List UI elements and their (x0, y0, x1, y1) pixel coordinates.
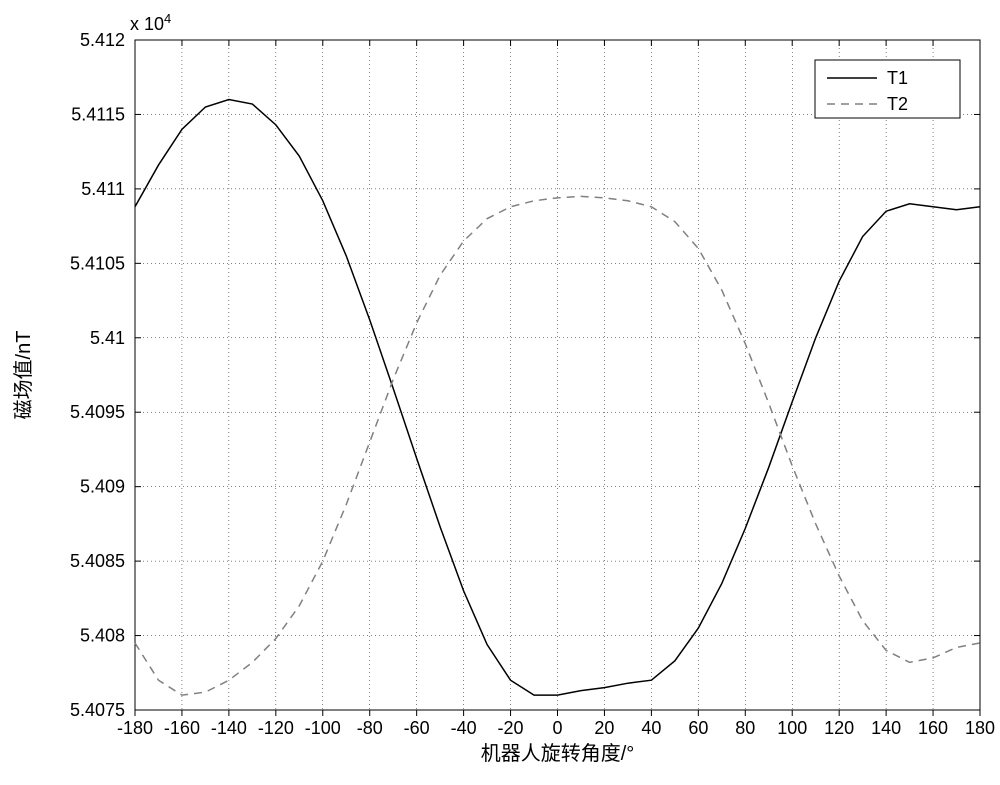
x-tick-label: -40 (451, 718, 477, 738)
y-tick-label: 5.4105 (70, 253, 125, 273)
y-tick-label: 5.4115 (71, 104, 125, 124)
y-tick-label: 5.41 (90, 328, 125, 348)
y-tick-label: 5.4095 (70, 402, 125, 422)
x-tick-label: 100 (777, 718, 807, 738)
y-tick-label: 5.4085 (70, 551, 125, 571)
y-exponent: x 104 (130, 11, 171, 35)
x-tick-label: -140 (211, 718, 247, 738)
x-tick-label: -60 (404, 718, 430, 738)
x-tick-label: 140 (871, 718, 901, 738)
y-axis-label: 磁场值/nT (12, 331, 35, 420)
y-tick-label: 5.4075 (70, 700, 125, 720)
x-tick-label: -120 (258, 718, 294, 738)
line-chart: -180 -160 -140 -120 -100 -80 -60 -40 -20 0 20 40 60 8… (0, 0, 1000, 785)
y-tick-label: 5.408 (80, 626, 125, 646)
x-tick-label: -100 (305, 718, 341, 738)
x-tick-label: 20 (594, 718, 614, 738)
x-tick-label: 160 (918, 718, 948, 738)
x-tick-label: -20 (498, 718, 524, 738)
x-axis-label: 机器人旋转角度/° (481, 742, 635, 765)
chart-container: -180 -160 -140 -120 -100 -80 -60 -40 -20 0 20 40 60 8… (0, 0, 1000, 785)
x-tick-label: 80 (735, 718, 755, 738)
x-tick-label: -180 (117, 718, 153, 738)
legend-label: T1 (887, 68, 908, 88)
x-tick-label: 60 (688, 718, 708, 738)
x-tick-label: 40 (641, 718, 661, 738)
y-tick-label: 5.412 (80, 30, 125, 50)
y-tick-label: 5.411 (81, 179, 125, 199)
x-tick-label: 120 (824, 718, 854, 738)
x-tick-label: 180 (965, 718, 995, 738)
x-tick-label: 0 (552, 718, 562, 738)
x-tick-label: -80 (357, 718, 383, 738)
x-tick-label: -160 (164, 718, 200, 738)
legend-label: T2 (887, 94, 908, 114)
y-tick-label: 5.409 (80, 477, 125, 497)
